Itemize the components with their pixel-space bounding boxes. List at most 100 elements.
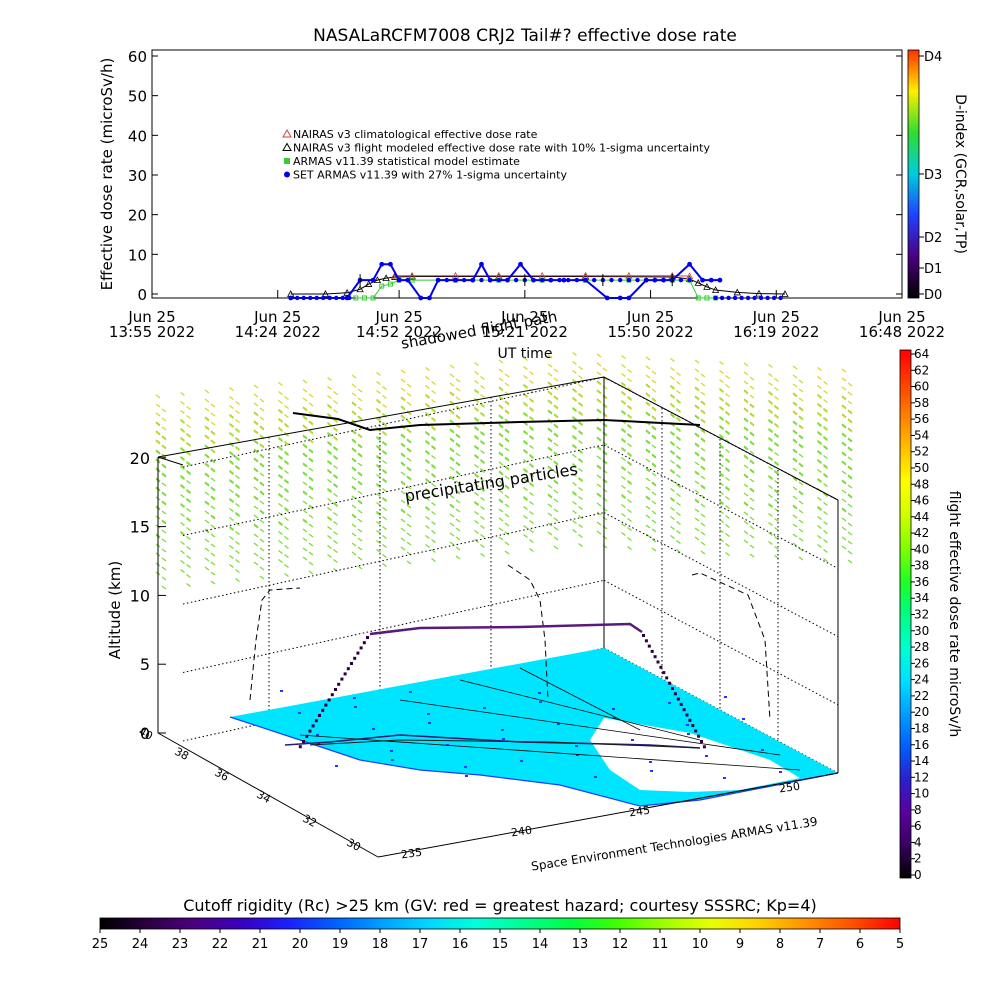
particle-dash [498, 415, 504, 420]
particle-dash [357, 415, 363, 420]
particle-dash [798, 537, 804, 542]
particle-dash [523, 365, 528, 371]
particle-dash [431, 538, 436, 544]
particle-dash [161, 520, 167, 525]
particle-dash [474, 491, 479, 497]
flight-path-climb-point [350, 662, 353, 665]
particle-dash [847, 410, 853, 415]
particle-dash [327, 450, 332, 456]
particle-dash [253, 523, 259, 528]
map-speck [724, 696, 727, 698]
particle-dash [798, 471, 804, 476]
particle-dash [651, 425, 657, 430]
particle-dash [253, 448, 259, 453]
particle-dash [670, 375, 675, 381]
particle-dash [308, 458, 314, 463]
particle-dash [817, 430, 822, 436]
particle-dash [449, 447, 455, 452]
particle-dash [351, 429, 357, 434]
particle-dash [627, 395, 632, 401]
particle-dash [768, 428, 773, 434]
particle-dash [725, 429, 730, 435]
particle-dash [621, 410, 626, 416]
particle-dash [351, 439, 357, 444]
particle-dash [645, 468, 651, 473]
particle-dash [578, 476, 583, 482]
particle-dash [327, 468, 332, 474]
particle-dash [719, 425, 724, 431]
legend-label: SET ARMAS v11.39 with 27% 1-sigma uncert… [293, 169, 567, 182]
particle-dash [333, 408, 338, 414]
particle-dash [327, 412, 332, 418]
particle-dash [406, 485, 412, 490]
dindex-tick-label: D1 [924, 262, 942, 277]
particle-dash [792, 392, 798, 397]
particle-dash [792, 402, 798, 407]
particle-dash [847, 493, 853, 498]
particle-dash [449, 448, 455, 453]
particle-dash [480, 412, 485, 418]
particle-dash [823, 501, 828, 507]
particle-dash [204, 425, 210, 430]
particle-dash [235, 474, 240, 480]
particle-dash [676, 445, 681, 451]
particle-dash [523, 430, 528, 436]
grid-line-back-left [158, 380, 604, 460]
particle-dash [229, 423, 234, 429]
particle-dash [327, 544, 332, 550]
particle-dash [357, 528, 363, 533]
particle-dash [235, 409, 240, 415]
particle-dash [480, 552, 485, 558]
particle-dash [823, 445, 828, 451]
particle-dash [645, 374, 651, 379]
particle-dash [725, 523, 730, 529]
particle-dash [670, 413, 675, 419]
particle-dash [823, 425, 828, 431]
particle-dash [155, 403, 161, 408]
particle-dash [719, 378, 724, 384]
particle-dash [676, 501, 681, 507]
particle-dash [645, 429, 651, 434]
particle-dash [670, 468, 675, 474]
particle-dash [474, 389, 479, 395]
particle-dash [455, 480, 461, 485]
particle-dash [449, 400, 455, 405]
particle-dash [529, 500, 534, 506]
particle-dash [278, 417, 283, 423]
particle-dash [425, 534, 430, 540]
particle-dash [406, 392, 412, 397]
particle-dash [823, 426, 828, 432]
map-speck [538, 692, 541, 694]
particle-dash [382, 468, 387, 474]
particle-dash [651, 426, 657, 431]
particle-dash [284, 469, 289, 475]
particle-dash [768, 390, 773, 396]
particle-dash [449, 364, 455, 369]
particle-dash [553, 470, 559, 475]
particle-dash [406, 466, 412, 471]
particle-dash [743, 371, 749, 376]
map-speck [742, 718, 745, 720]
particle-dash [817, 384, 822, 390]
particle-dash [841, 536, 847, 541]
particle-dash [817, 422, 822, 428]
dose-point-set-armas [687, 261, 692, 267]
map-speck [501, 729, 504, 731]
particle-dash [235, 530, 240, 536]
particle-dash [425, 393, 430, 399]
particle-dash [817, 393, 822, 399]
dindex-colorbar-bar [907, 49, 920, 299]
particle-dash [504, 503, 510, 508]
particle-dash [627, 480, 632, 486]
particle-dash [572, 406, 577, 412]
particle-dash [204, 519, 210, 524]
particle-dash [327, 469, 332, 475]
particle-dash [694, 386, 700, 391]
dose-point-nairas-clim [373, 276, 382, 284]
particle-dash [180, 549, 185, 555]
particle-dash [774, 405, 779, 411]
particle-dash [572, 500, 577, 506]
particle-dash [847, 522, 853, 527]
particle-dash [547, 390, 553, 395]
